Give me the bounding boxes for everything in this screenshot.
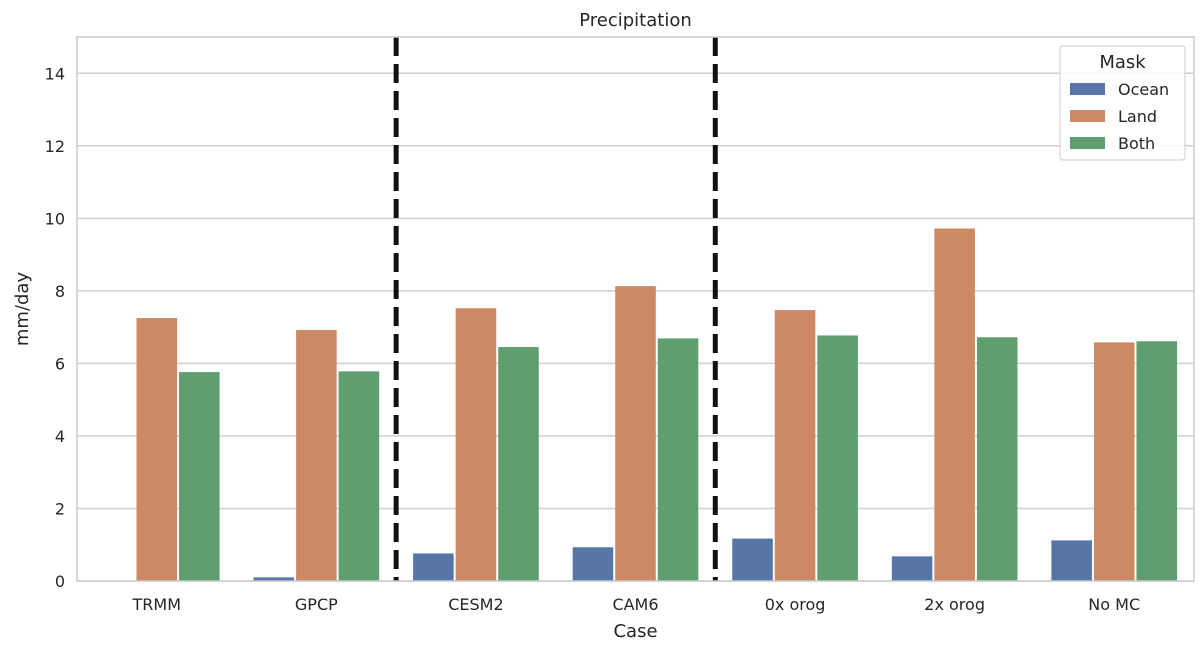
bar-ocean (732, 538, 773, 581)
chart-title: Precipitation (579, 10, 692, 31)
bars (136, 228, 1178, 581)
bar-both (1136, 341, 1178, 581)
bar-land (296, 330, 337, 581)
legend-items: Ocean Land Both (1070, 80, 1169, 153)
bar-ocean (1051, 540, 1092, 581)
legend-swatch-ocean (1070, 83, 1105, 95)
y-tick-label: 2 (55, 499, 65, 518)
bar-both (179, 372, 220, 581)
x-tick-label: 0x orog (765, 595, 826, 614)
legend-swatch-both (1070, 137, 1105, 149)
y-axis-label: mm/day (12, 272, 33, 347)
x-tick-label: No MC (1088, 595, 1140, 614)
bar-both (657, 338, 699, 581)
bar-land (455, 308, 497, 581)
bar-land (1093, 342, 1135, 581)
legend-label-land: Land (1118, 107, 1157, 126)
x-tick-label: CESM2 (448, 595, 503, 614)
y-tick-label: 12 (45, 137, 65, 156)
bar-both (498, 347, 539, 581)
y-tick-label: 0 (55, 572, 65, 591)
y-tick-label: 4 (55, 427, 65, 446)
x-tick-label: GPCP (295, 595, 338, 614)
x-tick-labels: TRMM GPCP CESM2 CAM6 0x orog 2x orog No MC (132, 595, 1141, 614)
x-tick-label: CAM6 (612, 595, 658, 614)
legend-title: Mask (1099, 52, 1146, 73)
bar-ocean (253, 577, 295, 581)
legend-label-ocean: Ocean (1118, 80, 1169, 99)
y-tick-label: 10 (45, 209, 65, 228)
x-axis-label: Case (613, 621, 657, 642)
bar-ocean (891, 556, 933, 581)
bar-land (774, 310, 816, 581)
bar-land (934, 228, 975, 581)
x-tick-label: TRMM (132, 595, 182, 614)
legend-box (1059, 45, 1186, 161)
legend: Mask Ocean Land Both (1059, 45, 1186, 161)
bar-ocean (572, 547, 614, 581)
bar-land (136, 318, 178, 581)
legend-label-both: Both (1118, 134, 1155, 153)
separator-lines (393, 37, 718, 581)
plot-frame (76, 36, 1195, 582)
bar-both (338, 371, 380, 581)
legend-swatch-land (1070, 110, 1105, 122)
y-tick-label: 8 (55, 282, 65, 301)
x-tick-label: 2x orog (924, 595, 985, 614)
bar-both (817, 335, 858, 581)
y-tick-label: 6 (55, 354, 65, 373)
bar-ocean (413, 553, 454, 581)
bar-both (976, 337, 1018, 581)
y-tick-label: 14 (45, 64, 65, 83)
y-tick-labels: 0 2 4 6 8 10 12 14 (45, 64, 65, 591)
bar-land (615, 286, 656, 581)
